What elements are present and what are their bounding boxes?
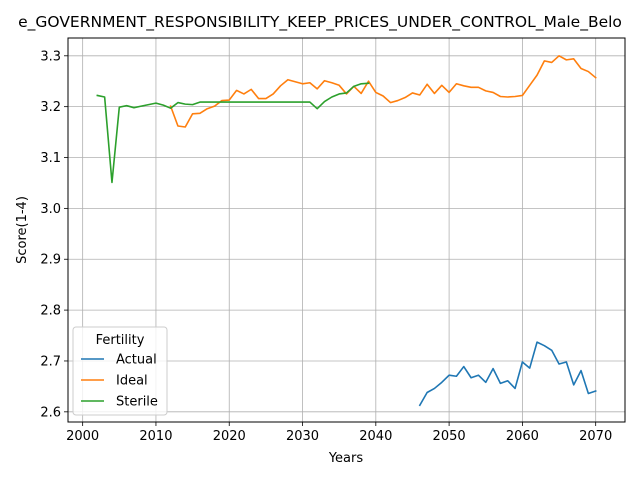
legend-box: [72, 326, 168, 416]
y-tick-label: 3.0: [40, 202, 61, 217]
legend-entries: Actual Ideal Sterile: [81, 353, 158, 410]
x-axis-ticks: 2000 2010 2020 2030 2040 2050 2060 2070: [66, 422, 612, 444]
x-tick-label: 2070: [579, 429, 612, 444]
x-tick-label: 2010: [139, 429, 172, 444]
legend-label-sterile: Sterile: [116, 395, 158, 410]
x-axis-label: Years: [328, 451, 364, 466]
y-tick-label: 3.2: [40, 100, 61, 115]
chart-title: e_GOVERNMENT_RESPONSIBILITY_KEEP_PRICES_…: [18, 13, 622, 32]
series-line-actual: [418, 341, 597, 407]
series-lines: [96, 54, 597, 407]
legend: Fertility Actual Ideal Sterile: [72, 326, 168, 416]
y-tick-label: 3.3: [40, 49, 61, 64]
x-tick-label: 2030: [286, 429, 319, 444]
x-tick-label: 2060: [506, 429, 539, 444]
series-line-ideal: [169, 54, 597, 128]
x-tick-label: 2040: [359, 429, 392, 444]
y-tick-label: 2.6: [40, 405, 61, 420]
series-line-sterile: [96, 82, 370, 184]
legend-title: Fertility: [96, 333, 145, 348]
y-tick-label: 2.7: [40, 354, 61, 369]
x-tick-label: 2020: [213, 429, 246, 444]
x-tick-label: 2000: [66, 429, 99, 444]
plot-frame: [67, 37, 626, 423]
y-axis-label: Score(1-4): [15, 196, 30, 264]
y-tick-label: 3.1: [40, 151, 61, 166]
y-tick-label: 2.8: [40, 304, 61, 319]
legend-label-ideal: Ideal: [116, 374, 148, 389]
x-tick-label: 2050: [433, 429, 466, 444]
legend-label-actual: Actual: [116, 353, 157, 368]
y-axis-ticks: 2.6 2.7 2.8 2.9 3.0 3.1 3.2 3.3: [40, 49, 68, 420]
y-tick-label: 2.9: [40, 253, 61, 268]
